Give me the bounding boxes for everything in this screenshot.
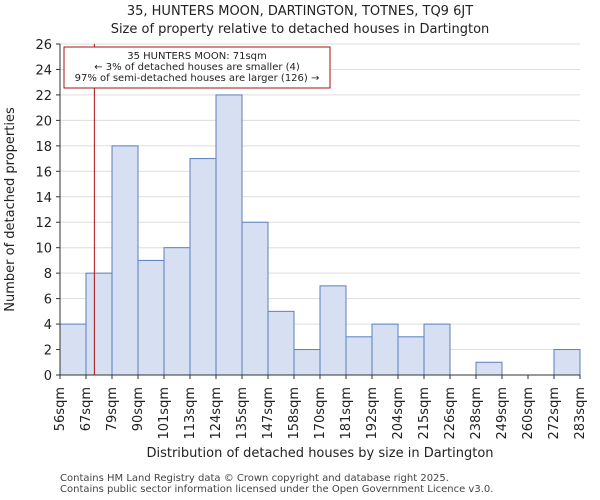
bar-181sqm — [345, 336, 373, 376]
x-tick-label-56sqm: 56sqm — [53, 387, 68, 431]
x-tick-label-260sqm: 260sqm — [521, 387, 536, 440]
bar-101sqm — [163, 247, 191, 376]
x-tick-label-226sqm: 226sqm — [443, 387, 458, 440]
bar-113sqm — [189, 158, 217, 376]
bar-124sqm — [215, 94, 243, 376]
x-tick-label-67sqm: 67sqm — [79, 387, 94, 431]
footer-copyright: Contains HM Land Registry data © Crown c… — [60, 473, 449, 484]
annotation-line-1: 35 HUNTERS MOON: 71sqm — [127, 51, 267, 62]
x-tick-label-101sqm: 101sqm — [157, 387, 172, 440]
bar-135sqm — [241, 221, 269, 376]
x-tick-label-158sqm: 158sqm — [287, 387, 302, 440]
x-tick-label-181sqm: 181sqm — [339, 387, 354, 440]
x-tick-label-215sqm: 215sqm — [417, 387, 432, 440]
chart-subtitle: Size of property relative to detached ho… — [110, 22, 490, 37]
x-tick-label-249sqm: 249sqm — [495, 387, 510, 440]
x-tick-label-192sqm: 192sqm — [365, 387, 380, 440]
y-tick-label-18: 18 — [35, 140, 52, 155]
bar-56sqm — [59, 323, 87, 376]
bar-215sqm — [423, 323, 451, 376]
bar-170sqm — [319, 285, 347, 376]
x-tick-label-113sqm: 113sqm — [183, 387, 198, 440]
y-tick-label-8: 8 — [44, 267, 52, 282]
annotation-line-2: ← 3% of detached houses are smaller (4) — [94, 62, 300, 73]
x-tick-label-135sqm: 135sqm — [235, 387, 250, 440]
y-tick-label-22: 22 — [35, 89, 52, 104]
y-tick-label-16: 16 — [35, 165, 52, 180]
bar-238sqm — [475, 361, 503, 376]
x-tick-label-147sqm: 147sqm — [261, 387, 276, 440]
x-tick-label-204sqm: 204sqm — [391, 387, 406, 440]
x-axis-title: Distribution of detached houses by size … — [146, 446, 493, 461]
x-tick-label-238sqm: 238sqm — [469, 387, 484, 440]
bar-158sqm — [293, 349, 321, 376]
x-tick-label-79sqm: 79sqm — [105, 387, 120, 431]
y-tick-label-14: 14 — [35, 191, 52, 206]
y-tick-label-10: 10 — [35, 242, 52, 257]
bar-147sqm — [267, 310, 295, 376]
annotation-box — [63, 46, 331, 89]
y-tick-label-6: 6 — [44, 293, 52, 308]
chart-title-address: 35, HUNTERS MOON, DARTINGTON, TOTNES, TQ… — [126, 4, 474, 19]
bar-90sqm — [137, 259, 165, 376]
y-axis-title: Number of detached properties — [3, 107, 18, 312]
y-tick-label-2: 2 — [44, 344, 52, 359]
y-tick-label-0: 0 — [44, 369, 52, 384]
x-tick-label-283sqm: 283sqm — [573, 387, 588, 440]
x-tick-label-90sqm: 90sqm — [131, 387, 146, 431]
annotation-line-3: 97% of semi-detached houses are larger (… — [75, 73, 320, 84]
y-tick-label-4: 4 — [44, 318, 52, 333]
y-tick-label-24: 24 — [35, 63, 52, 78]
footer-licence: Contains public sector information licen… — [60, 484, 494, 495]
y-tick-label-26: 26 — [35, 38, 52, 53]
y-tick-label-20: 20 — [35, 114, 52, 129]
bar-67sqm — [85, 272, 113, 376]
bar-79sqm — [111, 145, 139, 376]
x-tick-label-170sqm: 170sqm — [313, 387, 328, 440]
y-tick-label-12: 12 — [35, 216, 52, 231]
bar-192sqm — [371, 323, 399, 376]
x-tick-label-272sqm: 272sqm — [547, 387, 562, 440]
bar-204sqm — [397, 336, 425, 376]
bar-272sqm — [553, 349, 581, 376]
x-tick-label-124sqm: 124sqm — [209, 387, 224, 440]
